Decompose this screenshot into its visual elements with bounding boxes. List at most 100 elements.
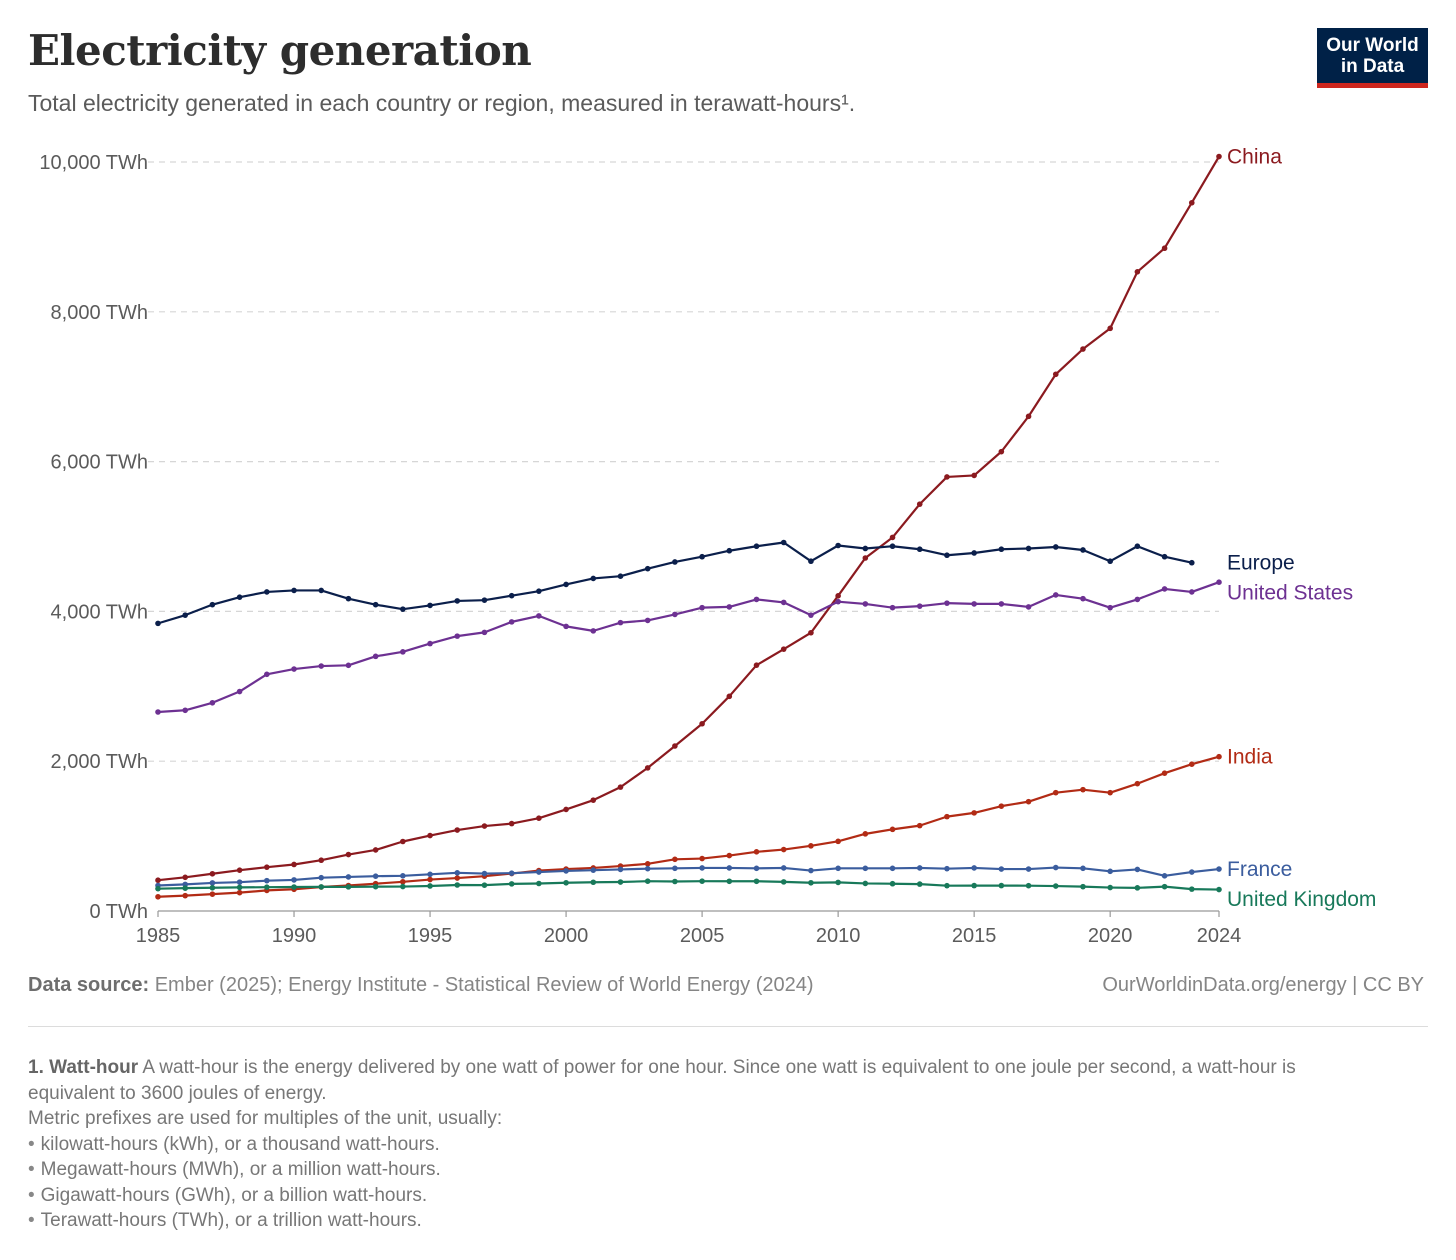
series-labels: China Europe United States India France Unite… — [1227, 146, 1376, 912]
data-point — [998, 866, 1005, 872]
data-point — [508, 592, 515, 599]
data-point — [617, 866, 624, 873]
data-point — [481, 629, 488, 636]
data-point — [699, 553, 705, 560]
data-point — [1080, 865, 1086, 872]
data-point — [264, 589, 270, 595]
data-point — [808, 879, 814, 886]
data-point — [1052, 864, 1059, 871]
data-point — [1080, 346, 1086, 352]
owid-logo[interactable]: Our World in Data — [1317, 28, 1428, 88]
data-point — [209, 870, 216, 877]
license-link[interactable]: OurWorldinData.org/energy | CC BY — [1102, 974, 1424, 996]
data-point — [1188, 869, 1195, 875]
data-point — [753, 662, 760, 668]
data-source-text: Ember (2025); Energy Institute - Statist… — [154, 974, 814, 996]
data-point — [182, 892, 189, 899]
series-line — [157, 755, 1220, 898]
data-point — [726, 693, 733, 700]
data-point — [400, 883, 406, 890]
data-point — [590, 797, 597, 803]
data-point — [971, 810, 977, 816]
data-point — [264, 884, 270, 890]
y-tick-label: 10,000 TWh — [39, 152, 148, 174]
data-point — [1188, 761, 1195, 767]
data-point — [563, 623, 569, 630]
data-point — [780, 865, 787, 871]
footnote-number: 1. — [28, 1057, 44, 1078]
data-point — [1161, 872, 1168, 879]
data-point — [454, 827, 461, 833]
x-tick-label: 2020 — [1088, 925, 1133, 947]
y-tick-label: 0 TWh — [89, 901, 148, 923]
data-point — [916, 865, 923, 871]
data-point — [236, 879, 243, 885]
data-point — [672, 878, 678, 885]
x-tick-label: 1985 — [136, 925, 181, 947]
data-point — [862, 601, 869, 607]
data-point — [617, 784, 624, 790]
series-line — [157, 155, 1220, 882]
data-point — [590, 575, 597, 582]
footnote-bullet: kilowatt-hours (kWh), or a thousand watt… — [28, 1132, 1348, 1158]
data-point — [1107, 884, 1113, 891]
data-point — [345, 595, 352, 602]
data-point — [835, 879, 841, 886]
data-point — [264, 864, 270, 870]
data-point — [617, 879, 624, 885]
data-point — [209, 891, 216, 897]
data-point — [998, 882, 1005, 889]
data-point — [1080, 786, 1086, 793]
data-point — [427, 876, 433, 883]
data-point — [835, 542, 841, 549]
data-point — [427, 883, 433, 889]
data-point — [644, 878, 651, 884]
data-point — [944, 813, 950, 820]
data-point — [699, 878, 705, 884]
data-point — [1080, 883, 1086, 890]
footnotes: 1. Watt-hour A watt-hour is the energy d… — [28, 1055, 1348, 1234]
data-point — [1052, 789, 1059, 796]
series-lines — [155, 153, 1222, 900]
data-point — [889, 826, 896, 833]
series-line — [157, 581, 1220, 714]
data-point — [209, 884, 216, 891]
logo-line-1: Our World — [1326, 35, 1419, 56]
data-point — [835, 598, 841, 605]
data-point — [1161, 770, 1168, 776]
data-point — [644, 865, 651, 872]
data-point — [808, 558, 814, 565]
y-tick-label: 6,000 TWh — [51, 452, 148, 474]
data-point — [563, 868, 569, 874]
data-point — [1134, 866, 1141, 873]
data-point — [1216, 866, 1222, 872]
footnote-1: 1. Watt-hour A watt-hour is the energy d… — [28, 1055, 1348, 1106]
data-point — [1025, 882, 1032, 889]
data-point — [1134, 780, 1141, 787]
data-point — [454, 882, 461, 888]
data-point — [536, 869, 542, 875]
x-tick-label: 2015 — [952, 925, 997, 947]
data-point — [753, 865, 760, 872]
data-point — [1134, 543, 1141, 550]
data-point — [1025, 798, 1032, 805]
data-point — [155, 877, 161, 884]
data-point — [155, 885, 161, 892]
footnote-term: Watt-hour — [49, 1057, 139, 1078]
data-point — [672, 743, 678, 749]
x-tick-label: 1995 — [408, 925, 453, 947]
data-point — [372, 873, 379, 879]
data-point — [699, 865, 705, 871]
data-point — [780, 846, 787, 853]
data-point — [889, 604, 896, 611]
data-point — [400, 872, 406, 879]
y-tick-label: 2,000 TWh — [51, 751, 148, 773]
data-point — [400, 606, 406, 612]
footnote-bullet: Terawatt-hours (TWh), or a trillion watt… — [28, 1208, 1348, 1234]
logo-line-2: in Data — [1340, 56, 1405, 77]
data-point — [427, 602, 433, 609]
x-tick-label: 1990 — [272, 925, 317, 947]
series-label: Europe — [1227, 552, 1295, 575]
data-point — [209, 699, 216, 706]
data-point — [916, 881, 923, 887]
